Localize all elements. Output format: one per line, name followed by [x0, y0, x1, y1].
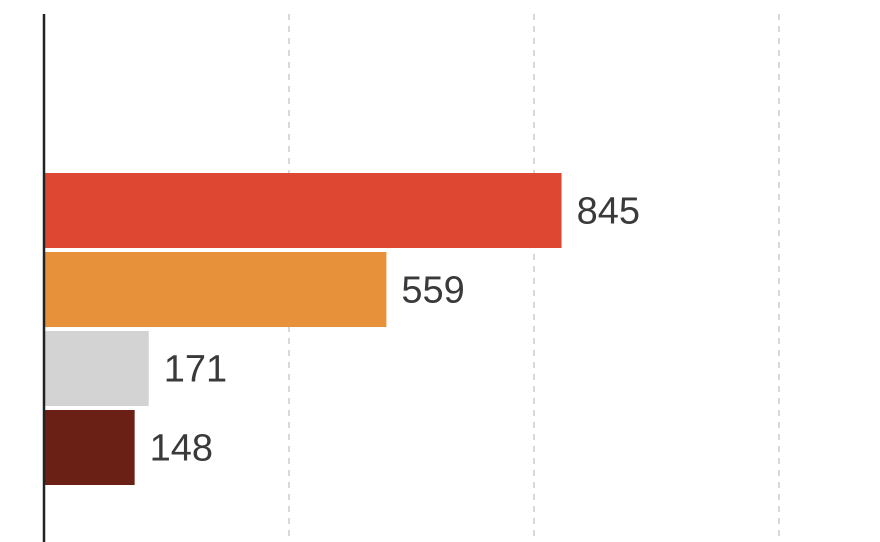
bar-1	[44, 173, 562, 248]
bar-3	[44, 331, 149, 406]
bar-4	[44, 410, 135, 485]
bar-value-label-3: 171	[164, 349, 227, 391]
bar-value-label-2: 559	[401, 270, 464, 312]
bar-2	[44, 252, 387, 327]
bars	[44, 173, 562, 485]
bar-value-label-4: 148	[150, 428, 213, 470]
value-labels: 845 559 171 148	[150, 191, 640, 470]
bar-value-label-1: 845	[577, 191, 640, 233]
